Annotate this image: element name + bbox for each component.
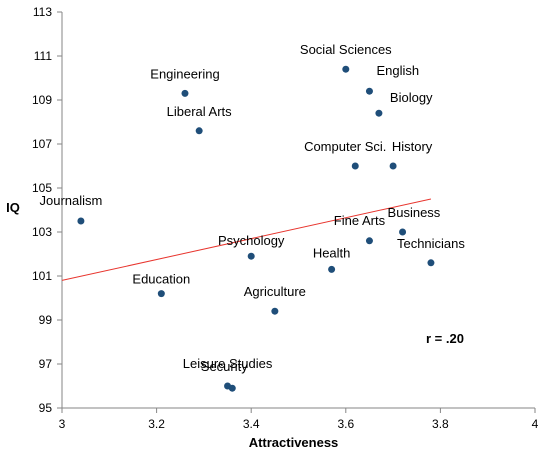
y-tick-label: 111 [34, 49, 53, 63]
data-point-engineering [181, 89, 189, 97]
x-tick-label: 3.8 [432, 417, 449, 431]
data-point-fine-arts [365, 237, 373, 245]
data-point-security [228, 384, 236, 392]
x-tick-label: 3.2 [148, 417, 165, 431]
y-tick-label: 109 [32, 93, 52, 107]
x-tick-label: 3 [59, 417, 66, 431]
y-tick-label: 107 [32, 137, 52, 151]
data-point-biology [375, 109, 383, 117]
point-label-technicians: Technicians [397, 236, 465, 251]
x-tick-label: 3.4 [243, 417, 260, 431]
point-label-engineering: Engineering [150, 66, 219, 81]
y-tick-label: 103 [32, 225, 52, 239]
point-label-agriculture: Agriculture [244, 284, 306, 299]
x-tick-label: 3.6 [337, 417, 354, 431]
point-label-social-sciences: Social Sciences [300, 42, 392, 57]
data-point-journalism [77, 217, 85, 225]
data-point-psychology [247, 252, 255, 260]
axes [61, 12, 535, 409]
data-point-education [157, 290, 165, 298]
y-tick-label: 97 [39, 357, 53, 371]
data-point-technicians [427, 259, 435, 267]
point-label-business: Business [388, 205, 441, 220]
point-label-health: Health [313, 245, 351, 260]
y-tick-label: 99 [39, 313, 53, 327]
y-tick-label: 113 [33, 5, 52, 19]
y-tick-labels: 95 97 99 101 103 105 107 109 111 113 [32, 5, 62, 415]
point-label-fine-arts: Fine Arts [334, 213, 386, 228]
x-tick-label: 4 [532, 417, 539, 431]
data-point-computer-sci [351, 162, 359, 170]
data-point-social-sciences [342, 65, 350, 73]
data-point-history [389, 162, 397, 170]
point-label-history: History [392, 139, 433, 154]
y-axis-title: IQ [6, 200, 20, 215]
point-label-education: Education [132, 272, 190, 287]
x-tick-labels: 3 3.2 3.4 3.6 3.8 4 [59, 408, 539, 431]
data-point-business [399, 228, 407, 236]
point-label-liberal-arts: Liberal Arts [167, 104, 233, 119]
y-tick-label: 105 [32, 181, 52, 195]
point-label-leisure-studies: Leisure Studies [183, 356, 273, 371]
data-point-health [328, 265, 336, 273]
y-tick-label: 101 [32, 269, 52, 283]
point-label-english: English [376, 63, 419, 78]
x-axis-title: Attractiveness [249, 435, 339, 450]
data-points [77, 65, 435, 392]
data-point-agriculture [271, 307, 279, 315]
point-label-journalism: Journalism [39, 193, 102, 208]
trendline [61, 198, 432, 281]
data-point-english [365, 87, 373, 95]
point-label-computer-sci: Computer Sci. [304, 139, 386, 154]
data-point-liberal-arts [195, 127, 203, 135]
point-label-security: Security [201, 359, 248, 374]
point-labels: Social Sciences English Biology Engineering… [39, 42, 465, 374]
correlation-annotation: r = .20 [426, 331, 464, 346]
point-label-biology: Biology [390, 90, 433, 105]
point-label-psychology: Psychology [218, 233, 285, 248]
y-tick-label: 95 [39, 401, 53, 415]
